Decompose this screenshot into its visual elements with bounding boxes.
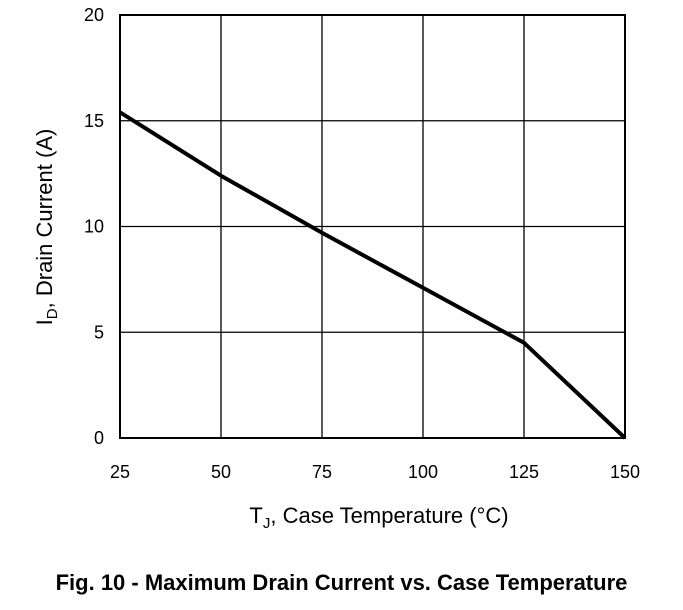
grid-lines: [120, 15, 625, 438]
y-tick-labels: 0 5 10 15 20: [84, 5, 104, 448]
y-axis-label-rest: , Drain Current (A): [32, 129, 57, 309]
x-tick-label: 125: [509, 462, 539, 482]
x-tick-labels: 25 50 75 100 125 150: [110, 462, 640, 482]
plot-frame: [119, 14, 626, 439]
y-axis-label-sub: D: [44, 308, 61, 319]
x-axis-label-rest: , Case Temperature (°C): [270, 503, 508, 528]
y-axis-label: ID, Drain Current (A): [32, 129, 61, 326]
x-axis-label-main: T: [249, 503, 262, 528]
series-layer: [118, 110, 627, 440]
drain-current-chart: 0 5 10 15 20 25 50 75 100 125 150 ID, Drain Curre…: [32, 5, 640, 532]
x-tick-label: 150: [610, 462, 640, 482]
y-tick-label: 20: [84, 5, 104, 25]
x-axis-label-sub: J: [263, 515, 271, 532]
x-axis-label: TJ, Case Temperature (°C): [249, 503, 508, 532]
x-tick-label: 75: [312, 462, 332, 482]
series-line: [118, 110, 627, 440]
figure-caption: Fig. 10 - Maximum Drain Current vs. Case…: [55, 570, 628, 595]
y-axis-label-main: I: [32, 319, 57, 325]
y-tick-label: 10: [84, 217, 104, 237]
x-tick-label: 50: [211, 462, 231, 482]
x-tick-label: 100: [408, 462, 438, 482]
y-tick-label: 0: [94, 428, 104, 448]
y-tick-label: 5: [94, 322, 104, 342]
x-tick-label: 25: [110, 462, 130, 482]
y-tick-label: 15: [84, 111, 104, 131]
